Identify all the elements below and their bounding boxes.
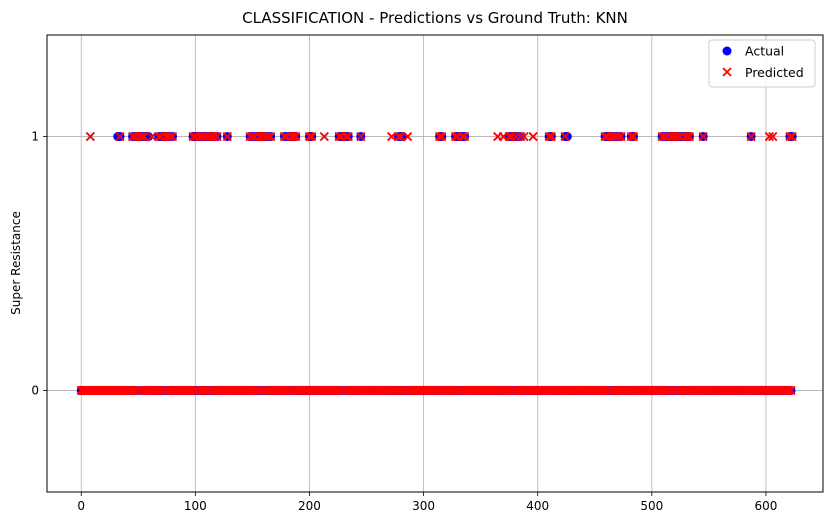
predicted-point bbox=[115, 131, 125, 142]
predicted-point bbox=[785, 131, 795, 142]
x-tick-label: 500 bbox=[640, 499, 663, 513]
predicted-point bbox=[167, 131, 178, 142]
predicted-point bbox=[307, 131, 317, 142]
predicted-point bbox=[393, 131, 404, 142]
predicted-point bbox=[787, 131, 797, 142]
predicted-point bbox=[343, 131, 353, 142]
predicted-point bbox=[504, 131, 514, 142]
predicted-point bbox=[764, 131, 775, 142]
x-tick-label: 600 bbox=[754, 499, 777, 513]
predicted-point bbox=[291, 131, 301, 142]
x-tick-label: 200 bbox=[298, 499, 321, 513]
predicted-point bbox=[457, 131, 468, 142]
predicted-point bbox=[698, 131, 708, 142]
predicted-point bbox=[684, 131, 695, 142]
y-tick-label: 1 bbox=[31, 130, 39, 144]
predicted-point bbox=[386, 131, 397, 142]
predicted-point bbox=[304, 131, 315, 142]
predicted-point bbox=[288, 131, 299, 142]
chart-title: CLASSIFICATION - Predictions vs Ground T… bbox=[242, 9, 628, 27]
x-tick-label: 300 bbox=[412, 499, 435, 513]
predicted-point bbox=[396, 131, 406, 142]
legend: Actual Predicted bbox=[708, 39, 816, 88]
predicted-point bbox=[279, 131, 290, 142]
predicted-point bbox=[263, 131, 274, 142]
zero-class-series bbox=[76, 385, 796, 396]
predicted-point bbox=[616, 131, 626, 142]
predicted-point bbox=[247, 131, 258, 142]
predicted-point bbox=[682, 131, 692, 142]
y-axis-label: Super Resistance bbox=[9, 211, 23, 315]
legend-marker-predicted bbox=[722, 67, 732, 77]
predicted-point bbox=[434, 131, 445, 142]
predicted-point bbox=[319, 131, 329, 142]
predicted-point bbox=[460, 131, 470, 142]
legend-label-predicted: Predicted bbox=[745, 65, 804, 80]
predicted-points-class-0 bbox=[76, 385, 796, 396]
x-tick-label: 0 bbox=[77, 499, 85, 513]
predicted-point bbox=[768, 131, 778, 142]
predicted-point bbox=[266, 131, 276, 142]
predicted-point bbox=[628, 131, 639, 142]
predicted-point bbox=[600, 131, 610, 142]
x-tick-label: 100 bbox=[184, 499, 207, 513]
predicted-point bbox=[546, 131, 557, 142]
predicted-point bbox=[450, 131, 461, 142]
predicted-point bbox=[208, 131, 219, 142]
predicted-point bbox=[673, 131, 683, 142]
predicted-point bbox=[154, 131, 164, 142]
predicted-point bbox=[626, 131, 636, 142]
legend-frame bbox=[708, 39, 816, 88]
y-ticks: 01 bbox=[31, 130, 47, 397]
plot-frame bbox=[46, 34, 824, 493]
predicted-point bbox=[137, 131, 147, 142]
x-ticks: 0 100 200 300 400 500 600 bbox=[77, 492, 777, 513]
predicted-point bbox=[402, 131, 413, 142]
predicted-point bbox=[222, 131, 232, 142]
y-tick-label: 0 bbox=[31, 383, 39, 397]
predicted-point bbox=[560, 131, 570, 142]
actual-point bbox=[562, 132, 572, 142]
predicted-point bbox=[165, 131, 175, 142]
legend-marker-actual bbox=[722, 46, 732, 56]
predicted-point bbox=[341, 131, 351, 142]
predicted-point bbox=[85, 131, 96, 142]
predicted-point bbox=[147, 131, 157, 142]
predicted-point bbox=[437, 131, 447, 142]
predicted-point bbox=[515, 131, 526, 142]
predicted-point bbox=[746, 131, 756, 142]
predicted-point bbox=[614, 131, 624, 142]
predicted-point bbox=[519, 131, 529, 142]
legend-label-actual: Actual bbox=[745, 44, 784, 59]
data-points bbox=[85, 131, 797, 142]
predicted-point bbox=[334, 131, 344, 142]
predicted-point bbox=[544, 131, 554, 142]
predicted-point bbox=[139, 131, 149, 142]
predicted-point bbox=[188, 131, 198, 142]
predicted-point bbox=[356, 131, 366, 142]
x-tick-label: 400 bbox=[526, 499, 549, 513]
predicted-point bbox=[212, 131, 222, 142]
predicted-point bbox=[659, 131, 670, 142]
predicted-point bbox=[528, 131, 538, 142]
